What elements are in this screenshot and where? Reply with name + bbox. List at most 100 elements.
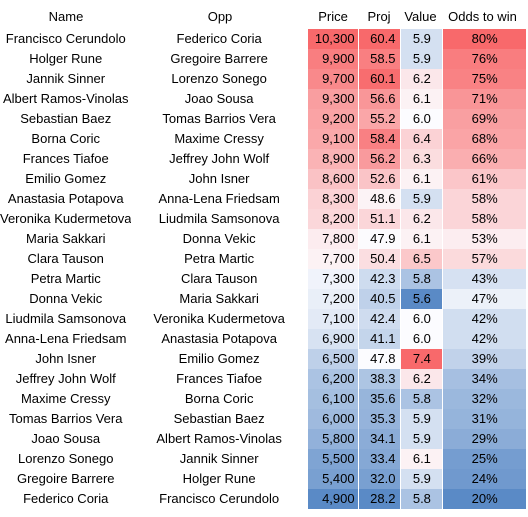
cell-price[interactable]: 4,900 bbox=[307, 489, 358, 509]
cell-value[interactable]: 6.0 bbox=[401, 109, 443, 129]
cell-proj[interactable]: 47.9 bbox=[358, 229, 401, 249]
header-proj[interactable]: Proj bbox=[367, 9, 391, 24]
cell-value[interactable]: 5.9 bbox=[401, 29, 443, 49]
cell-opp[interactable]: Jeffrey John Wolf bbox=[169, 151, 270, 166]
cell-opp[interactable]: Sebastian Baez bbox=[173, 411, 265, 426]
cell-name[interactable]: Lorenzo Sonego bbox=[18, 451, 114, 466]
cell-odds[interactable]: 29% bbox=[443, 429, 526, 449]
cell-odds[interactable]: 47% bbox=[443, 289, 526, 309]
cell-value[interactable]: 6.5 bbox=[401, 249, 443, 269]
cell-odds[interactable]: 75% bbox=[443, 69, 526, 89]
cell-proj[interactable]: 34.1 bbox=[358, 429, 401, 449]
cell-price[interactable]: 6,500 bbox=[307, 349, 358, 369]
header-odds[interactable]: Odds to win bbox=[448, 9, 517, 24]
cell-opp[interactable]: Borna Coric bbox=[184, 391, 254, 406]
cell-name[interactable]: Jeffrey John Wolf bbox=[15, 371, 116, 386]
cell-value[interactable]: 6.1 bbox=[401, 449, 443, 469]
cell-odds[interactable]: 69% bbox=[443, 109, 526, 129]
cell-value[interactable]: 6.0 bbox=[401, 309, 443, 329]
cell-price[interactable]: 9,700 bbox=[307, 69, 358, 89]
cell-opp[interactable]: Federico Coria bbox=[176, 31, 262, 46]
cell-value[interactable]: 6.3 bbox=[401, 149, 443, 169]
cell-odds[interactable]: 58% bbox=[443, 209, 526, 229]
cell-price[interactable]: 7,100 bbox=[307, 309, 358, 329]
cell-opp[interactable]: Frances Tiafoe bbox=[176, 371, 263, 386]
cell-opp[interactable]: Clara Tauson bbox=[180, 271, 258, 286]
header-name[interactable]: Name bbox=[48, 9, 84, 24]
cell-price[interactable]: 7,300 bbox=[307, 269, 358, 289]
cell-proj[interactable]: 41.1 bbox=[358, 329, 401, 349]
cell-value[interactable]: 5.9 bbox=[401, 189, 443, 209]
cell-odds[interactable]: 61% bbox=[443, 169, 526, 189]
cell-name[interactable]: Sebastian Baez bbox=[20, 111, 112, 126]
cell-opp[interactable]: Francisco Cerundolo bbox=[159, 491, 280, 506]
cell-proj[interactable]: 38.3 bbox=[358, 369, 401, 389]
cell-proj[interactable]: 42.3 bbox=[358, 269, 401, 289]
header-price[interactable]: Price bbox=[318, 9, 348, 24]
cell-name[interactable]: John Isner bbox=[35, 351, 97, 366]
cell-price[interactable]: 8,300 bbox=[307, 189, 358, 209]
cell-proj[interactable]: 55.2 bbox=[358, 109, 401, 129]
cell-opp[interactable]: Anna-Lena Friedsam bbox=[158, 191, 280, 206]
cell-value[interactable]: 6.2 bbox=[401, 209, 443, 229]
cell-value[interactable]: 5.8 bbox=[401, 389, 443, 409]
cell-name[interactable]: Petra Martic bbox=[30, 271, 101, 286]
cell-proj[interactable]: 33.4 bbox=[358, 449, 401, 469]
cell-odds[interactable]: 80% bbox=[443, 29, 526, 49]
cell-name[interactable]: Jannik Sinner bbox=[26, 71, 106, 86]
cell-opp[interactable]: Holger Rune bbox=[182, 471, 256, 486]
cell-opp[interactable]: Gregoire Barrere bbox=[170, 51, 268, 66]
cell-proj[interactable]: 52.6 bbox=[358, 169, 401, 189]
cell-value[interactable]: 6.1 bbox=[401, 169, 443, 189]
cell-price[interactable]: 8,600 bbox=[307, 169, 358, 189]
cell-odds[interactable]: 20% bbox=[443, 489, 526, 509]
header-opp[interactable]: Opp bbox=[207, 9, 233, 24]
cell-proj[interactable]: 35.3 bbox=[358, 409, 401, 429]
cell-value[interactable]: 6.0 bbox=[401, 329, 443, 349]
cell-price[interactable]: 5,500 bbox=[307, 449, 358, 469]
cell-odds[interactable]: 31% bbox=[443, 409, 526, 429]
cell-price[interactable]: 5,400 bbox=[307, 469, 358, 489]
cell-name[interactable]: Liudmila Samsonova bbox=[5, 311, 127, 326]
cell-proj[interactable]: 56.6 bbox=[358, 89, 401, 109]
cell-price[interactable]: 8,200 bbox=[307, 209, 358, 229]
cell-odds[interactable]: 32% bbox=[443, 389, 526, 409]
cell-name[interactable]: Gregoire Barrere bbox=[16, 471, 115, 486]
cell-price[interactable]: 7,200 bbox=[307, 289, 358, 309]
cell-price[interactable]: 9,200 bbox=[307, 109, 358, 129]
cell-name[interactable]: Donna Vekic bbox=[29, 291, 103, 306]
cell-value[interactable]: 5.9 bbox=[401, 49, 443, 69]
cell-name[interactable]: Francisco Cerundolo bbox=[5, 31, 126, 46]
cell-opp[interactable]: Veronika Kudermetova bbox=[153, 311, 285, 326]
cell-name[interactable]: Anastasia Potapova bbox=[7, 191, 124, 206]
cell-odds[interactable]: 68% bbox=[443, 129, 526, 149]
cell-proj[interactable]: 50.4 bbox=[358, 249, 401, 269]
cell-name[interactable]: Holger Rune bbox=[29, 51, 103, 66]
cell-proj[interactable]: 56.2 bbox=[358, 149, 401, 169]
cell-proj[interactable]: 40.5 bbox=[358, 289, 401, 309]
cell-name[interactable]: Federico Coria bbox=[23, 491, 109, 506]
cell-proj[interactable]: 58.4 bbox=[358, 129, 401, 149]
cell-value[interactable]: 6.2 bbox=[401, 369, 443, 389]
cell-value[interactable]: 7.4 bbox=[401, 349, 443, 369]
cell-value[interactable]: 5.9 bbox=[401, 409, 443, 429]
cell-name[interactable]: Anna-Lena Friedsam bbox=[5, 331, 127, 346]
cell-price[interactable]: 7,700 bbox=[307, 249, 358, 269]
cell-name[interactable]: Maria Sakkari bbox=[26, 231, 106, 246]
cell-proj[interactable]: 35.6 bbox=[358, 389, 401, 409]
cell-name[interactable]: Emilio Gomez bbox=[25, 171, 107, 186]
cell-name[interactable]: Borna Coric bbox=[31, 131, 101, 146]
cell-odds[interactable]: 76% bbox=[443, 49, 526, 69]
cell-price[interactable]: 8,900 bbox=[307, 149, 358, 169]
cell-price[interactable]: 9,300 bbox=[307, 89, 358, 109]
cell-value[interactable]: 5.9 bbox=[401, 429, 443, 449]
cell-opp[interactable]: Jannik Sinner bbox=[179, 451, 259, 466]
cell-proj[interactable]: 42.4 bbox=[358, 309, 401, 329]
cell-name[interactable]: Frances Tiafoe bbox=[22, 151, 109, 166]
cell-value[interactable]: 6.1 bbox=[401, 89, 443, 109]
cell-name[interactable]: Tomas Barrios Vera bbox=[9, 411, 123, 426]
cell-price[interactable]: 6,100 bbox=[307, 389, 358, 409]
cell-odds[interactable]: 25% bbox=[443, 449, 526, 469]
cell-odds[interactable]: 24% bbox=[443, 469, 526, 489]
cell-price[interactable]: 9,900 bbox=[307, 49, 358, 69]
